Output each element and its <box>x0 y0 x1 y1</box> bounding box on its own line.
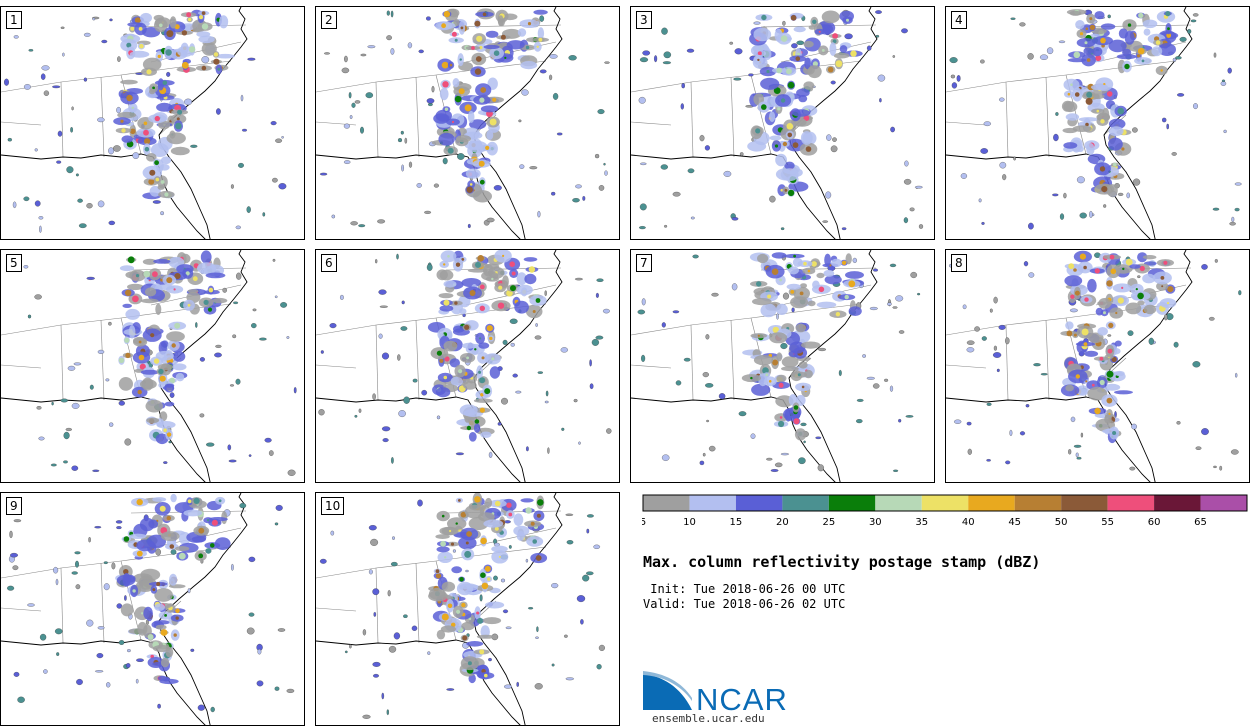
logo-url: ensemble.ucar.edu <box>652 712 765 725</box>
member-panel-1: 1 <box>0 6 305 240</box>
colorbar-swatch <box>643 495 690 511</box>
colorbar-swatch <box>968 495 1015 511</box>
member-label: 1 <box>6 11 22 29</box>
reflectivity-map <box>1 493 295 725</box>
colorbar-swatch <box>1107 495 1155 511</box>
colorbar-swatch <box>1200 495 1247 511</box>
colorbar-tick-label: 20 <box>776 517 789 528</box>
colorbar-swatch <box>689 495 736 511</box>
member-panel-2: 2 <box>315 6 620 240</box>
member-label: 6 <box>321 254 337 272</box>
ncar-swoosh-icon <box>643 674 692 710</box>
member-panel-5: 5 <box>0 249 305 483</box>
member-panel-6: 6 <box>315 249 620 483</box>
colorbar-swatch <box>921 495 969 511</box>
member-panel-8: 8 <box>945 249 1250 483</box>
reflectivity-map <box>1 250 297 482</box>
reflectivity-map <box>946 7 1242 239</box>
reflectivity-map <box>946 250 1242 482</box>
member-label: 3 <box>636 11 652 29</box>
coastline <box>946 250 1193 482</box>
colorbar-tick-label: 10 <box>683 517 696 528</box>
colorbar-tick-label: 35 <box>915 517 928 528</box>
colorbar-tick-label: 55 <box>1101 517 1114 528</box>
member-panel-4: 4 <box>945 6 1250 240</box>
init-time: Init: Tue 2018-06-26 00 UTC <box>643 582 846 596</box>
ncar-logo: NCAR <box>643 671 788 714</box>
reflectivity-map <box>316 250 612 482</box>
colorbar-tick-label: 15 <box>730 517 743 528</box>
coastline <box>316 493 563 725</box>
member-label: 8 <box>951 254 967 272</box>
colorbar-tick-label: 40 <box>962 517 975 528</box>
colorbar-tick-label: 50 <box>1055 517 1068 528</box>
colorbar-tick-label: 60 <box>1148 517 1161 528</box>
coastline <box>316 7 563 239</box>
colorbar-swatch <box>1061 495 1108 511</box>
colorbar-swatch <box>782 495 829 511</box>
member-label: 9 <box>6 497 22 515</box>
member-panel-10: 10 <box>315 492 620 726</box>
colorbar-tick-label: 5 <box>642 517 646 528</box>
valid-time: Valid: Tue 2018-06-26 02 UTC <box>643 597 846 611</box>
reflectivity-map <box>1 7 287 239</box>
reflectivity-map <box>316 493 605 725</box>
colorbar-tick-label: 45 <box>1008 517 1021 528</box>
colorbar-swatch <box>1154 495 1201 511</box>
member-label: 10 <box>321 497 345 515</box>
reflectivity-map <box>631 7 924 239</box>
member-panel-7: 7 <box>630 249 935 483</box>
coastline <box>631 250 878 482</box>
colorbar-swatch <box>828 495 876 511</box>
reflectivity-map <box>316 7 610 239</box>
colorbar-tick-label: 65 <box>1194 517 1207 528</box>
member-label: 4 <box>951 11 967 29</box>
plot-title: Max. column reflectivity postage stamp (… <box>643 553 1041 571</box>
coastline <box>631 7 878 239</box>
colorbar-swatch <box>735 495 783 511</box>
coastline <box>1 250 248 482</box>
colorbar-border <box>642 494 1248 512</box>
colorbar-swatch <box>875 495 922 511</box>
member-label: 5 <box>6 254 22 272</box>
member-panel-3: 3 <box>630 6 935 240</box>
member-label: 7 <box>636 254 652 272</box>
coastline <box>316 250 563 482</box>
colorbar-tick-label: 30 <box>869 517 882 528</box>
member-label: 2 <box>321 11 337 29</box>
member-panel-9: 9 <box>0 492 305 726</box>
ncar-logo-text: NCAR <box>696 682 788 714</box>
reflectivity-map <box>631 250 921 482</box>
reflectivity-colorbar: 5 10 15 20 25 30 35 40 45 50 55 60 65 <box>642 494 1248 528</box>
colorbar-tick-label: 25 <box>822 517 835 528</box>
colorbar-swatch <box>1014 495 1062 511</box>
